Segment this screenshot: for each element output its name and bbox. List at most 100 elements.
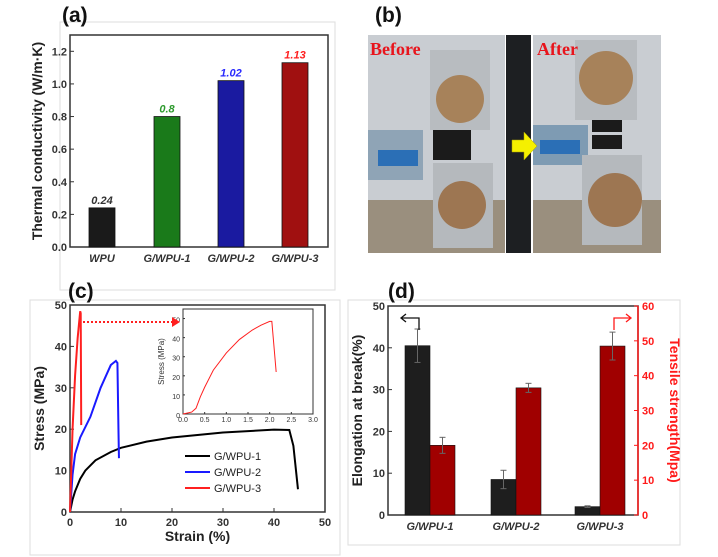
left-y-axis-tick-label: 50 [373, 301, 385, 313]
x-axis-tick-label: 0 [67, 517, 73, 529]
inset-x-axis-tick-label: 2.0 [265, 417, 275, 424]
left-y-axis-tick-label: 30 [373, 385, 385, 397]
panel-label-d: (d) [388, 280, 415, 303]
inset-x-axis-tick-label: 3.0 [308, 417, 318, 424]
x-axis-title: Strain (%) [165, 528, 230, 544]
inset-x-axis-tick-label: 1.5 [243, 417, 253, 424]
bar-G/WPU-2 [217, 80, 245, 248]
upper-grip-before [436, 75, 484, 123]
inset-x-axis-tick-label: 0.0 [178, 417, 188, 424]
y-axis-title: Stress (MPa) [31, 366, 47, 451]
y-axis-tick-label: 0 [61, 507, 67, 519]
panel-label-a: (a) [62, 4, 88, 27]
inset-y-axis-title: Stress (MPa) [157, 338, 166, 385]
elongation-tensile-chart: 0 10 20 30 40 50 0 10 20 30 40 50 60 G/WPU-1 G/WPU-2 G/… [349, 301, 683, 533]
category-label: WPU [89, 253, 116, 265]
left-y-axis-tick-label: 40 [373, 343, 385, 355]
left-y-axis-tick-label: 10 [373, 468, 385, 480]
bar-G/WPU-1-left [404, 345, 431, 516]
bar-WPU [88, 207, 116, 248]
inset-y-axis-tick-label: 40 [172, 337, 180, 344]
sample-after-bottom [592, 135, 622, 149]
panel-a-frame [59, 21, 336, 291]
category-label: G/WPU-3 [271, 253, 318, 265]
category-label: G/WPU-2 [207, 253, 254, 265]
bar-G/WPU-1-right [429, 445, 456, 516]
right-y-axis-tick-label: 10 [642, 475, 654, 487]
lower-grip-after [588, 173, 642, 227]
y-axis-title: Thermal conductivity (W/m·K) [29, 42, 45, 240]
y-axis-tick-label: 0.2 [52, 209, 67, 221]
panel-c-frame [29, 299, 341, 556]
right-y-axis-tick-label: 0 [642, 510, 648, 522]
y-axis-tick-label: 1.0 [52, 79, 67, 91]
right-y-axis-tick-label: 30 [642, 406, 654, 418]
inset-x-axis-tick-label: 1.0 [221, 417, 231, 424]
thermal-conductivity-chart: 0.0 0.2 0.4 0.6 0.8 1.0 1.2 0.24 WPU 0.8 G/WPU-1 1.… [29, 34, 329, 265]
x-axis-tick-label: 30 [217, 517, 229, 529]
y-axis-tick-label: 0.8 [52, 112, 67, 124]
bar-G/WPU-3-right [599, 345, 626, 516]
inset-y-axis-tick-label: 10 [172, 394, 180, 401]
y-axis-tick-label: 0.4 [52, 177, 68, 189]
category-label: G/WPU-3 [576, 521, 623, 533]
y-axis-tick-label: 40 [55, 341, 67, 353]
value-label: 0.8 [159, 104, 175, 116]
x-axis-tick-label: 50 [319, 517, 331, 529]
legend-label: G/WPU-1 [214, 451, 261, 463]
inset-x-axis-tick-label: 2.5 [286, 417, 296, 424]
right-y-axis-tick-label: 60 [642, 301, 654, 313]
x-axis-tick-label: 10 [115, 517, 127, 529]
plot-area [69, 304, 326, 513]
right-y-axis-tick-label: 50 [642, 336, 654, 348]
right-axis-arrow-icon [613, 313, 633, 330]
panel-label-b: (b) [375, 4, 402, 27]
series-line-G/WPU-1 [69, 428, 299, 513]
left-y-axis-tick-label: 0 [379, 510, 385, 522]
inset-x-axis-tick-label: 0.5 [200, 417, 210, 424]
x-axis-tick-label: 20 [166, 517, 178, 529]
lower-grip-before [438, 181, 486, 229]
left-y-axis-title: Elongation at break(%) [349, 335, 365, 487]
y-axis-tick-label: 1.2 [52, 46, 67, 58]
sample-before [433, 130, 471, 160]
inset-y-axis-tick-label: 20 [172, 375, 180, 382]
category-label: G/WPU-1 [143, 253, 190, 265]
value-label: 1.02 [220, 68, 241, 80]
right-y-axis-tick-label: 20 [642, 440, 654, 452]
upper-grip-after [579, 51, 633, 105]
tensile-test-photo: Before After [368, 35, 661, 253]
bar-G/WPU-3 [281, 62, 309, 248]
y-axis-tick-label: 0.0 [52, 242, 67, 254]
legend-label: G/WPU-2 [214, 467, 261, 479]
y-axis-tick-label: 10 [55, 466, 67, 478]
y-axis-tick-label: 50 [55, 300, 67, 312]
zoom-arrow-head-icon [172, 317, 180, 327]
inset-y-axis-tick-label: 30 [172, 356, 180, 363]
bar-G/WPU-2-right [515, 387, 542, 516]
sample-after-top [592, 120, 622, 132]
inset-y-axis-tick-label: 0 [176, 413, 180, 420]
y-axis-tick-label: 20 [55, 424, 67, 436]
panel-d-frame [347, 299, 681, 546]
plot-area [69, 34, 329, 248]
category-label: G/WPU-1 [406, 521, 453, 533]
y-axis-tick-label: 30 [55, 383, 67, 395]
panel-label-c: (c) [68, 280, 94, 303]
after-label: After [537, 39, 578, 59]
series-line-G/WPU-3 [69, 310, 83, 513]
bar-G/WPU-1 [153, 116, 181, 248]
y-axis-tick-label: 0.6 [52, 144, 67, 156]
right-y-axis-title: Tensile strength(Mpa) [667, 338, 683, 482]
x-axis-tick-label: 40 [268, 517, 280, 529]
stress-strain-chart: 0 10 20 30 40 50 0 10 20 30 40 50 G/WPU-1 G/WPU-2 G/WP… [31, 300, 331, 544]
left-axis-arrow-icon [399, 313, 420, 330]
value-label: 0.24 [91, 195, 112, 207]
before-label: Before [370, 39, 421, 59]
value-label: 1.13 [284, 50, 305, 62]
left-y-axis-tick-label: 20 [373, 426, 385, 438]
legend-label: G/WPU-3 [214, 483, 261, 495]
inset-series-line [182, 320, 277, 415]
arrow-right-icon [511, 131, 538, 161]
